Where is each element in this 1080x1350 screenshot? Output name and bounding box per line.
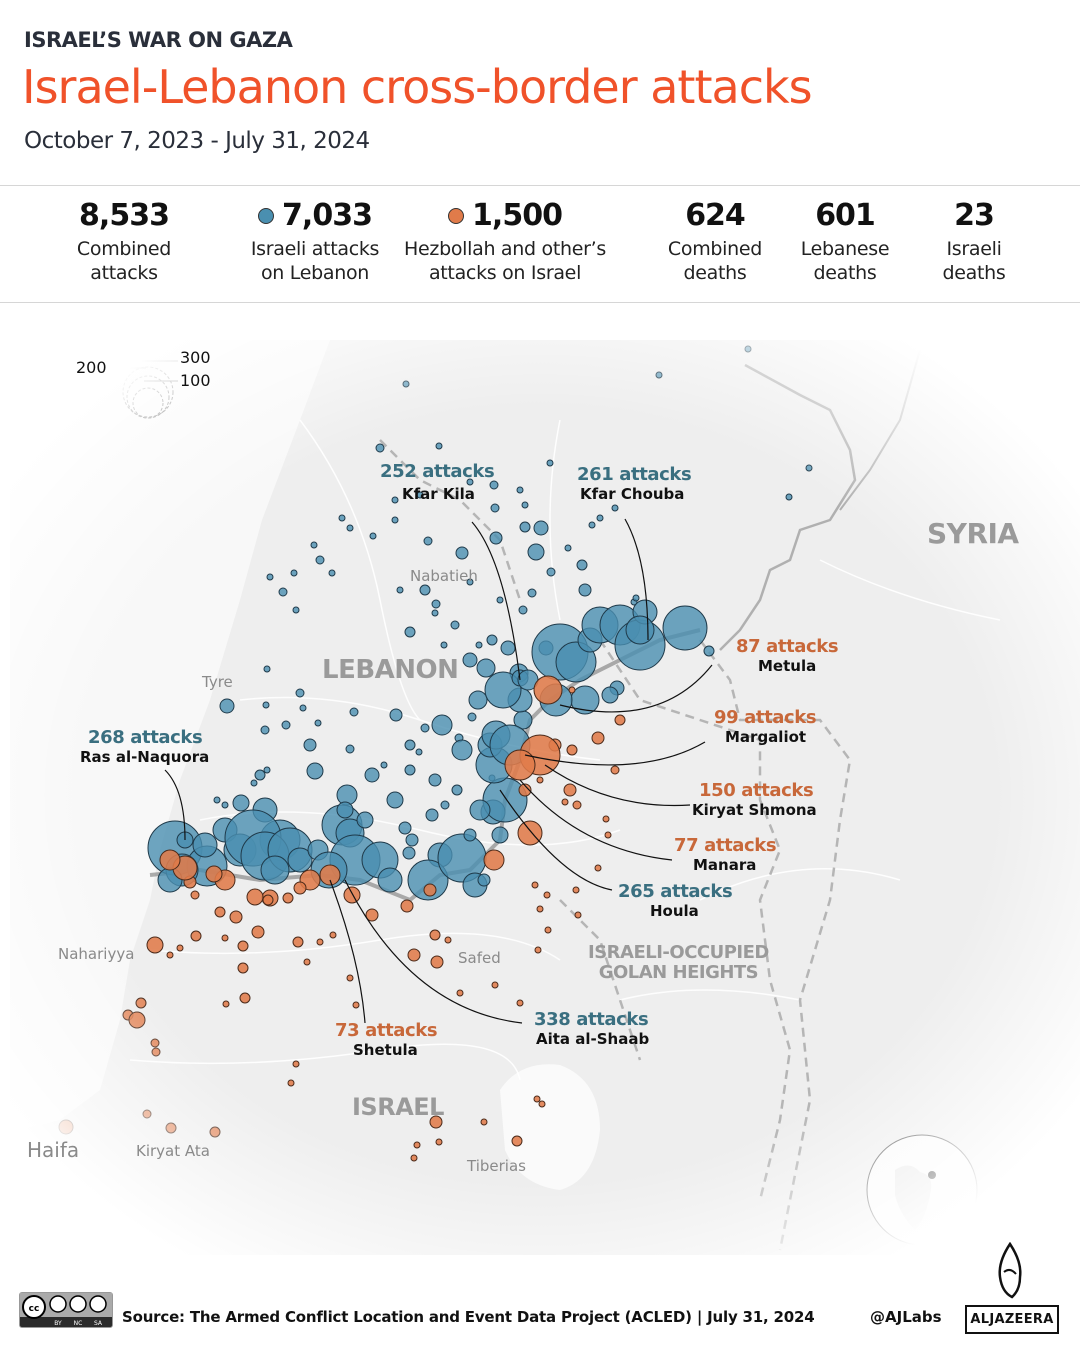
svg-text:NC: NC xyxy=(74,1320,83,1327)
stat-combined-deaths: 624 Combined deaths xyxy=(656,198,774,285)
callout-place: Manara xyxy=(693,856,757,874)
cc-license-icon: cc BY NC SA xyxy=(19,1292,113,1328)
stat-label: Lebanese xyxy=(800,238,890,260)
stat-value: 601 xyxy=(815,198,876,233)
stat-label: deaths xyxy=(813,262,877,284)
orange-dot-icon xyxy=(448,207,465,224)
source-text: Source: The Armed Conflict Location and … xyxy=(122,1308,815,1326)
place-safed: Safed xyxy=(458,949,501,967)
page-title: Israel-Lebanon cross-border attacks xyxy=(22,60,813,114)
region-label-golan: ISRAELI-OCCUPIED GOLAN HEIGHTS xyxy=(588,943,769,983)
golan-line1: ISRAELI-OCCUPIED xyxy=(588,942,769,963)
place-nabatieh: Nabatieh xyxy=(410,567,478,585)
stat-label: Hezbollah and other’s xyxy=(404,238,606,260)
svg-text:SA: SA xyxy=(94,1320,103,1327)
kicker: ISRAEL’S WAR ON GAZA xyxy=(24,28,293,52)
legend-100: 100 xyxy=(180,371,211,390)
stat-israeli-attacks: 7,033 Israeli attacks on Lebanon xyxy=(238,198,392,285)
svg-text:BY: BY xyxy=(54,1320,62,1327)
stat-label: deaths xyxy=(683,262,747,284)
region-label-lebanon: LEBANON xyxy=(322,655,459,685)
place-haifa: Haifa xyxy=(27,1138,80,1162)
aj-labs-handle: @AJLabs xyxy=(870,1308,942,1326)
stat-label: attacks on Israel xyxy=(428,262,582,284)
map-canvas xyxy=(0,335,1080,1255)
date-range: October 7, 2023 - July 31, 2024 xyxy=(24,128,370,154)
callout-count: 150 attacks xyxy=(699,780,814,801)
callout-place: Shetula xyxy=(353,1041,418,1059)
stat-label: Israeli xyxy=(946,238,1002,260)
callout-count: 77 attacks xyxy=(674,835,777,856)
stat-value: 8,533 xyxy=(79,198,170,233)
legend-200: 200 xyxy=(76,358,107,377)
place-nahariyya: Nahariyya xyxy=(58,945,135,963)
callout-place: Aita al-Shaab xyxy=(536,1030,650,1048)
stat-hezbollah-attacks: 1,500 Hezbollah and other’s attacks on Is… xyxy=(396,198,614,285)
region-label-israel: ISRAEL xyxy=(352,1093,444,1121)
callout-place: Ras al-Naquora xyxy=(80,748,210,766)
stat-label: on Lebanon xyxy=(260,262,370,284)
stat-value: 23 xyxy=(954,198,995,233)
callout-count: 73 attacks xyxy=(335,1020,438,1041)
stat-value: 624 xyxy=(685,198,746,233)
stat-label: Combined xyxy=(667,238,763,260)
map: LEBANON SYRIA ISRAEL ISRAELI-OCCUPIED GO… xyxy=(0,335,1080,1255)
stat-label: Israeli attacks xyxy=(250,238,380,260)
footer: cc BY NC SA Source: The Armed Conflict L… xyxy=(0,1241,1080,1350)
callout-count: 99 attacks xyxy=(714,707,817,728)
blue-dot-icon xyxy=(258,207,275,224)
callout-count: 87 attacks xyxy=(736,636,839,657)
region-label-syria: SYRIA xyxy=(927,517,1019,550)
stat-label: deaths xyxy=(942,262,1006,284)
place-kiryat-ata: Kiryat Ata xyxy=(136,1142,210,1160)
callout-count: 268 attacks xyxy=(88,727,203,748)
callout-place: Margaliot xyxy=(725,728,807,746)
golan-line2: GOLAN HEIGHTS xyxy=(598,962,759,983)
legend-300: 300 xyxy=(180,348,211,367)
stats-bar: 8,533 Combined attacks 7,033 Israeli atta… xyxy=(0,185,1080,303)
aljazeera-wordmark: ALJAZEERA xyxy=(965,1305,1059,1334)
callout-place: Metula xyxy=(758,657,817,675)
svg-text:cc: cc xyxy=(29,1304,40,1314)
callout-count: 261 attacks xyxy=(577,464,692,485)
stat-value: 7,033 xyxy=(282,198,373,233)
stat-israeli-deaths: 23 Israeli deaths xyxy=(930,198,1018,285)
callout-place: Kfar Kila xyxy=(402,485,475,503)
stat-label: Combined xyxy=(76,238,172,260)
stat-lebanese-deaths: 601 Lebanese deaths xyxy=(790,198,900,285)
aljazeera-logo-icon xyxy=(990,1241,1030,1306)
callout-place: Houla xyxy=(650,902,699,920)
stat-value: 1,500 xyxy=(472,198,563,233)
stat-label: attacks xyxy=(90,262,158,284)
callout-count: 252 attacks xyxy=(380,461,495,482)
callout-place: Kfar Chouba xyxy=(580,485,685,503)
callout-count: 265 attacks xyxy=(618,881,733,902)
callout-place: Kiryat Shmona xyxy=(692,801,817,819)
place-tyre: Tyre xyxy=(202,673,233,691)
stat-combined-attacks: 8,533 Combined attacks xyxy=(62,198,186,285)
place-tiberias: Tiberias xyxy=(467,1157,526,1175)
callout-count: 338 attacks xyxy=(534,1009,649,1030)
